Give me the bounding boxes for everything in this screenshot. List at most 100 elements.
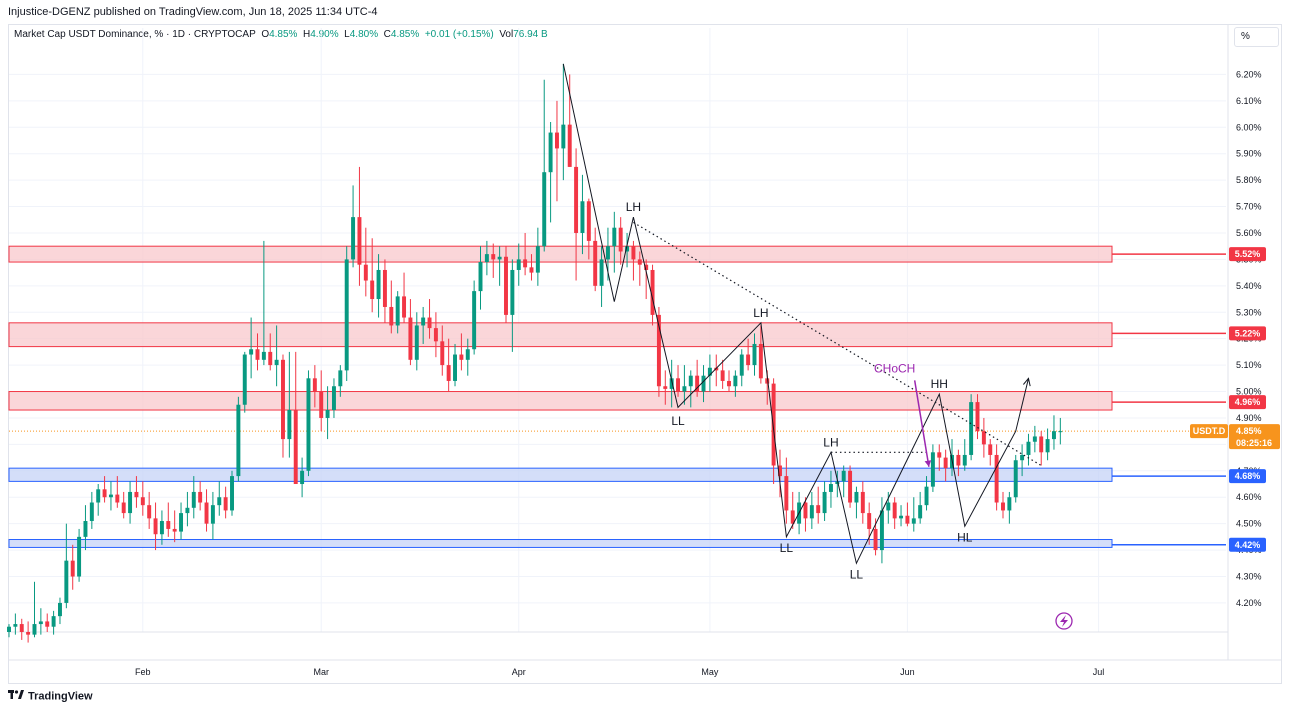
candle-body: [300, 470, 305, 485]
candle-body: [631, 246, 636, 260]
candle-body: [83, 521, 88, 537]
candle-body: [809, 505, 814, 519]
candle-body: [758, 343, 763, 379]
structure-label: HH: [931, 377, 948, 391]
ohlc-close-label: C: [383, 29, 391, 40]
candle-body: [153, 518, 158, 535]
candle-body: [325, 410, 330, 418]
current-price-tag: [1229, 424, 1280, 450]
candle-body: [650, 269, 655, 315]
candle-body: [688, 375, 693, 387]
candle-body: [580, 201, 585, 233]
ohlc-low: 4.80%: [349, 29, 379, 40]
scale-mode-button[interactable]: %: [1234, 27, 1279, 47]
candle-body: [32, 624, 37, 635]
candle-body: [644, 264, 649, 270]
candle-body: [707, 367, 712, 376]
candle-body: [548, 132, 553, 173]
resistance-price-label: 5.22%: [1235, 328, 1261, 338]
candle-body: [204, 502, 209, 524]
lightning-bolt-icon: [1060, 615, 1068, 627]
candle-body: [376, 269, 381, 300]
x-tick-label: Apr: [512, 667, 526, 677]
candle-body: [733, 375, 738, 387]
symbol-legend: Market Cap USDT Dominance, % · 1D · CRYP…: [14, 29, 548, 40]
candle-body: [682, 386, 687, 392]
x-tick-label: Feb: [135, 667, 151, 677]
support-zone: [8, 539, 1113, 548]
resistance-price-tag: [1229, 395, 1266, 410]
candle-body: [57, 602, 62, 617]
y-tick-label: 6.10%: [1236, 96, 1262, 106]
candle-body: [803, 502, 808, 519]
candle-body: [529, 267, 534, 273]
candle-body: [962, 454, 967, 466]
candle-body: [981, 431, 986, 445]
candle-body: [134, 491, 139, 498]
y-tick-label: 5.30%: [1236, 307, 1262, 317]
tradingview-brand: TradingView: [28, 690, 93, 703]
candle-body: [886, 502, 891, 511]
candle-body: [943, 457, 948, 469]
candle-body: [274, 359, 279, 366]
candle-body: [217, 497, 222, 506]
structure-label: LH: [823, 435, 838, 449]
resistance-price-label: 5.52%: [1235, 249, 1261, 259]
candle-body: [937, 452, 942, 458]
candle-body: [223, 497, 228, 511]
x-tick-label: Jun: [900, 667, 915, 677]
candle-body: [13, 624, 18, 627]
candle-body: [1039, 436, 1044, 453]
publisher-header: Injustice-DGENZ published on TradingView…: [8, 6, 378, 18]
candle-body: [312, 378, 317, 392]
candle-body: [268, 351, 273, 366]
candle-body: [198, 491, 203, 503]
candle-body: [70, 560, 75, 577]
resistance-price-tag: [1229, 247, 1266, 262]
candle-body: [191, 491, 196, 508]
candle-body: [77, 536, 82, 577]
candle-body: [408, 317, 413, 360]
candle-body: [102, 489, 107, 498]
candle-body: [159, 521, 164, 535]
candle-body: [293, 410, 298, 485]
candle-body: [1058, 431, 1063, 433]
candle-body: [1020, 454, 1025, 461]
candle-body: [720, 370, 725, 381]
ohlc-close: 4.85%: [390, 29, 420, 40]
y-tick-label: 6.00%: [1236, 122, 1262, 132]
ohlc-open-label: O: [261, 29, 270, 40]
candle-body: [370, 280, 375, 300]
candle-body: [752, 343, 757, 366]
candle-body: [497, 256, 502, 260]
candle-body: [892, 502, 897, 519]
symbol-name[interactable]: Market Cap USDT Dominance, % · 1D · CRYP…: [14, 29, 256, 40]
support-price-label: 4.68%: [1235, 471, 1261, 481]
y-tick-label: 5.00%: [1236, 387, 1262, 397]
candle-body: [561, 124, 566, 149]
candle-body: [625, 246, 630, 252]
candle-body: [261, 351, 266, 360]
candle-body: [453, 354, 457, 381]
candle-body: [554, 132, 559, 149]
candle-body: [574, 166, 579, 233]
candle-body: [848, 470, 853, 503]
candle-body: [567, 124, 572, 167]
ohlc-low-label: L: [344, 29, 350, 40]
candle-body: [586, 201, 591, 241]
candle-body: [523, 259, 528, 268]
y-tick-label: 4.90%: [1236, 413, 1262, 423]
candle-body: [179, 513, 184, 532]
candle-body: [351, 217, 356, 260]
candle-body: [841, 470, 846, 482]
resistance-price-tag: [1229, 326, 1266, 341]
resistance-zone: [8, 391, 1113, 411]
candle-body: [421, 317, 426, 326]
candle-body: [281, 359, 285, 440]
candle-body: [930, 452, 935, 487]
candle-body: [701, 375, 706, 392]
support-price-tag: [1229, 469, 1266, 484]
candle-body: [19, 624, 24, 632]
candle-body: [395, 296, 400, 326]
